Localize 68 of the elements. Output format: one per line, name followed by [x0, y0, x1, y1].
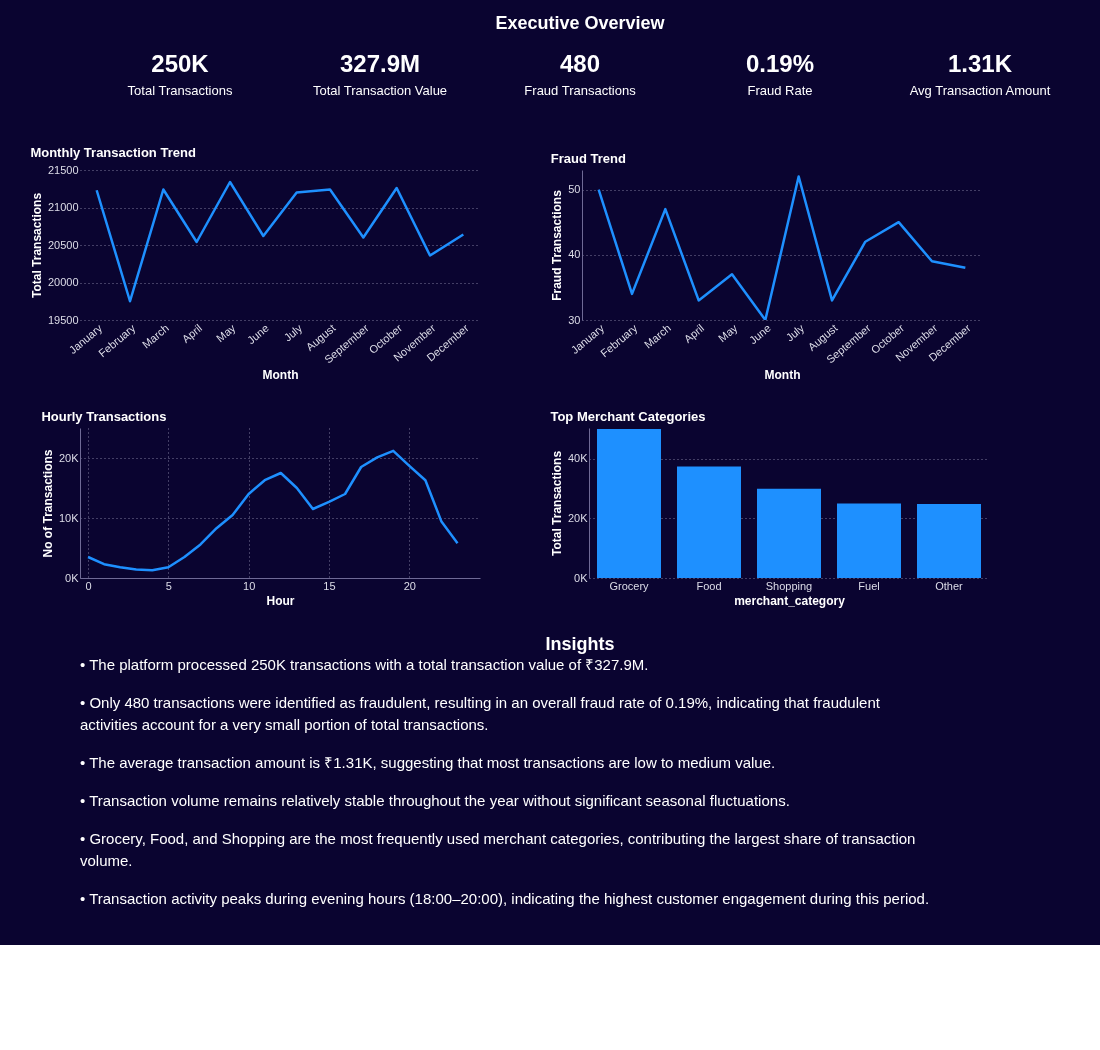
x-tick-label: Grocery	[609, 579, 650, 592]
x-tick-label: Shopping	[765, 579, 813, 592]
y-tick-label: 20000	[47, 276, 79, 288]
x-tick-label: 0	[85, 579, 92, 592]
x-tick-label: July	[783, 321, 807, 344]
y-axis-title: Fraud Transactions	[550, 189, 565, 301]
line-series	[86, 449, 459, 572]
text: • Transaction volume remains relatively stable throughout the year without significant seasonal fluctuations.	[80, 792, 790, 809]
x-tick-label: May	[715, 321, 740, 345]
y-axis-title: Total Transactions	[29, 192, 44, 299]
y-tick-label: 40	[568, 248, 581, 261]
text: Fraud Rate	[747, 83, 813, 98]
chart-title: Fraud Trend	[550, 151, 626, 166]
y-tick-label: 50	[568, 183, 581, 196]
x-axis-title: Month	[764, 367, 801, 382]
x-axis-title: Month	[262, 367, 299, 382]
line-series	[95, 180, 465, 303]
text: Executive Overview	[495, 13, 666, 33]
y-tick-label: 0K	[65, 571, 80, 584]
x-tick-label: 15	[323, 579, 336, 592]
bar	[917, 504, 981, 578]
x-axis-title: merchant_category	[734, 593, 846, 608]
y-tick-label: 21500	[47, 163, 79, 176]
y-tick-label: 0K	[574, 571, 589, 584]
bar	[757, 488, 821, 578]
text: • Only 480 transactions were identified as fraudulent, resulting in an overall fraud rate of 0.19%, indicating that fraudulent activities account for a very small portion of total transactions.	[80, 694, 881, 733]
bar	[677, 466, 741, 578]
y-tick-label: 20500	[47, 238, 79, 251]
text: Total Transactions	[127, 83, 233, 98]
y-axis-title: Total Transactions	[549, 450, 564, 557]
x-tick-label: July	[281, 321, 305, 344]
text: 480	[559, 50, 601, 77]
bar	[837, 503, 901, 578]
x-tick-label: June	[244, 321, 271, 347]
bar	[597, 428, 661, 578]
x-tick-label: Other	[935, 579, 964, 592]
y-tick-label: 30	[568, 313, 581, 326]
chart-title: Top Merchant Categories	[550, 409, 706, 424]
x-tick-label: Food	[696, 579, 722, 592]
text: • Grocery, Food, and Shopping are the most frequently used merchant categories, contributing the largest share of transaction volume.	[80, 830, 916, 869]
text: 1.31K	[947, 50, 1013, 77]
text: 327.9M	[339, 50, 421, 77]
x-tick-label: May	[213, 321, 238, 345]
text: Avg Transaction Amount	[909, 83, 1051, 98]
y-tick-label: 20K	[567, 511, 589, 524]
text: Total Transaction Value	[312, 83, 448, 98]
text: • Transaction activity peaks during evening hours (18:00–20:00), indicating the highest customer engagement during this period.	[80, 890, 930, 907]
text: Insights	[545, 634, 615, 654]
y-tick-label: 10K	[58, 511, 80, 524]
x-tick-label: June	[746, 321, 773, 347]
y-tick-label: 20K	[58, 451, 80, 464]
line-series	[597, 175, 967, 320]
x-tick-label: 5	[165, 579, 172, 592]
text: Fraud Transactions	[524, 83, 637, 98]
x-axis-title: Hour	[266, 593, 295, 608]
text: • The platform processed 250K transactions with a total transaction value of ₹327.9M.	[80, 656, 649, 673]
chart-title: Monthly Transaction Trend	[30, 145, 196, 160]
text: 0.19%	[745, 50, 815, 77]
x-tick-label: Fuel	[858, 579, 880, 592]
y-tick-label: 40K	[567, 452, 589, 465]
text: 250K	[151, 50, 210, 77]
y-tick-label: 19500	[47, 313, 79, 326]
chart-title: Hourly Transactions	[41, 409, 167, 424]
y-tick-label: 21000	[47, 201, 79, 213]
x-tick-label: 10	[243, 579, 256, 592]
text: • The average transaction amount is ₹1.31K, suggesting that most transactions are low to medium value.	[80, 754, 776, 771]
x-tick-label: 20	[403, 579, 416, 592]
y-axis-title: No of Transactions	[40, 449, 55, 558]
